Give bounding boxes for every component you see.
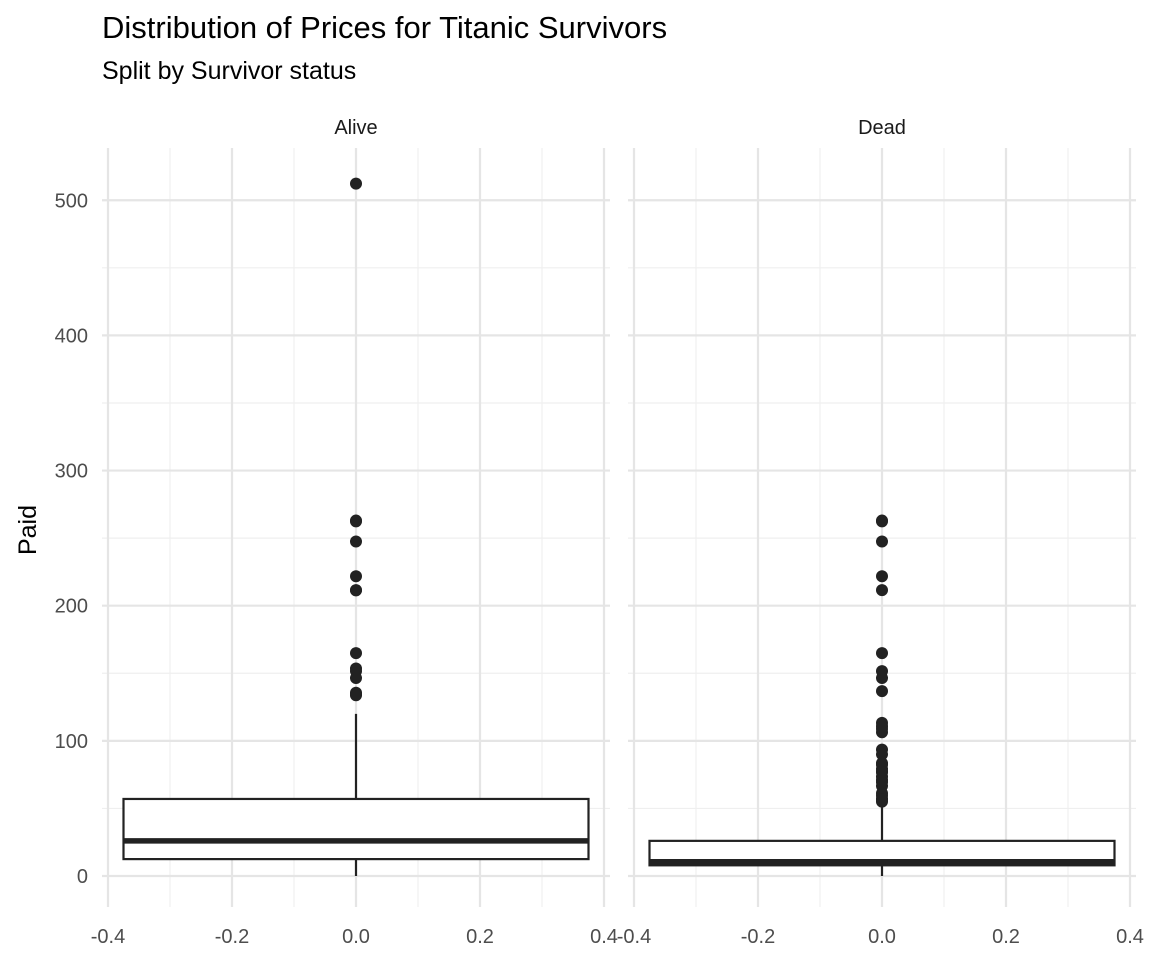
x-tick-label: 0.2 — [992, 926, 1020, 948]
facet-label: Alive — [334, 117, 377, 139]
y-tick-label: 200 — [55, 596, 88, 618]
labels-layer: Alive -0.4 -0.2 0.0 0.2 0.4 Dead -0.4 -0.2 0.0 0.2… — [55, 117, 1144, 948]
y-tick-label: 100 — [55, 731, 88, 753]
outlier-point — [350, 177, 362, 190]
y-tick-label: 300 — [55, 461, 88, 483]
outlier-point — [876, 515, 888, 528]
outlier-point — [876, 570, 888, 583]
x-tick-label: -0.2 — [215, 926, 249, 948]
outlier-point — [350, 672, 362, 685]
outlier-point — [876, 584, 888, 597]
y-tick-label: 400 — [55, 325, 88, 347]
outlier-point — [876, 726, 888, 739]
outlier-point — [350, 584, 362, 597]
y-tick-label: 0 — [77, 866, 88, 888]
box-iqr — [122, 797, 590, 861]
x-tick-label: 0.0 — [342, 926, 370, 948]
x-tick-label: -0.4 — [617, 926, 651, 948]
x-tick-label: 0.0 — [868, 926, 896, 948]
facet-label: Dead — [858, 117, 906, 139]
outlier-point — [350, 515, 362, 528]
outlier-point — [876, 685, 888, 698]
outlier-point — [876, 672, 888, 685]
outlier-point — [876, 795, 888, 808]
outlier-point — [876, 748, 888, 761]
outlier-point — [350, 570, 362, 583]
y-tick-label: 500 — [55, 190, 88, 212]
x-tick-label: -0.4 — [91, 926, 125, 948]
outlier-point — [876, 535, 888, 548]
grid-layer — [102, 148, 1136, 907]
x-tick-label: 0.2 — [466, 926, 494, 948]
marks-layer — [122, 177, 1116, 876]
x-tick-label: 0.4 — [590, 926, 618, 948]
x-tick-label: 0.4 — [1116, 926, 1144, 948]
chart-subtitle: Split by Survivor status — [102, 57, 357, 85]
outlier-point — [350, 689, 362, 702]
chart-title: Distribution of Prices for Titanic Survi… — [102, 10, 668, 45]
y-axis-title: Paid — [14, 505, 42, 555]
outlier-point — [876, 647, 888, 660]
outlier-point — [350, 535, 362, 548]
x-tick-label: -0.2 — [741, 926, 775, 948]
outlier-point — [350, 647, 362, 660]
